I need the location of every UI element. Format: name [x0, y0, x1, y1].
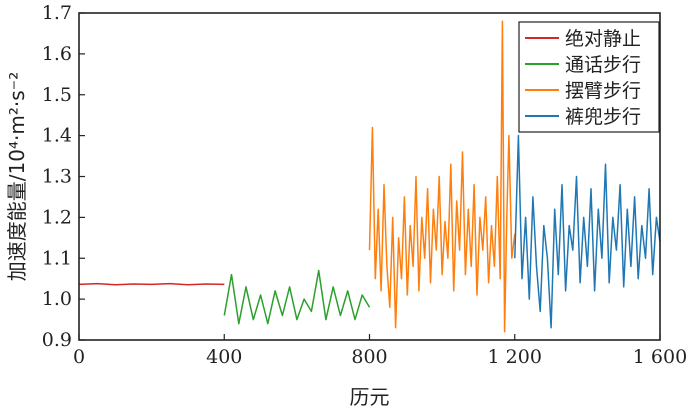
y-axis-title: 加速度能量/10⁴·m²·s⁻²: [5, 72, 29, 281]
x-axis-title: 历元: [350, 385, 390, 409]
tick-layer: 0 400 800 1 200 1 600 0.9 1.0 1.1 1.2 1.3 1.4 1.5 1.…: [42, 2, 687, 368]
series-line-3: [368, 20, 516, 333]
y-tick-label: 1.2: [42, 206, 72, 228]
y-tick-label: 1.1: [42, 247, 72, 269]
series-line-4: [514, 134, 661, 329]
y-tick-label: 1.7: [42, 2, 72, 24]
y-tick-label: 1.6: [42, 43, 72, 65]
legend-box: [518, 21, 660, 133]
y-tick-label: 0.9: [42, 329, 72, 351]
legend-label-4: 裤兜步行: [565, 106, 641, 128]
legend-label-3: 摆臂步行: [565, 80, 641, 102]
series-layer: [78, 20, 661, 333]
y-tick-label: 1.5: [42, 84, 72, 106]
y-tick-label: 1.0: [42, 288, 72, 310]
y-tick-label: 1.4: [42, 125, 72, 147]
legend-label-1: 绝对静止: [565, 28, 641, 50]
x-tick-label: 1 600: [633, 346, 687, 368]
series-line-2: [223, 269, 371, 325]
x-tick-label: 800: [351, 346, 387, 368]
series-line-1: [78, 282, 225, 286]
x-tick-label: 0: [73, 346, 85, 368]
legend-label-2: 通话步行: [565, 54, 641, 76]
x-tick-label: 1 200: [488, 346, 542, 368]
y-tick-label: 1.3: [42, 166, 72, 188]
x-tick-label: 400: [206, 346, 242, 368]
